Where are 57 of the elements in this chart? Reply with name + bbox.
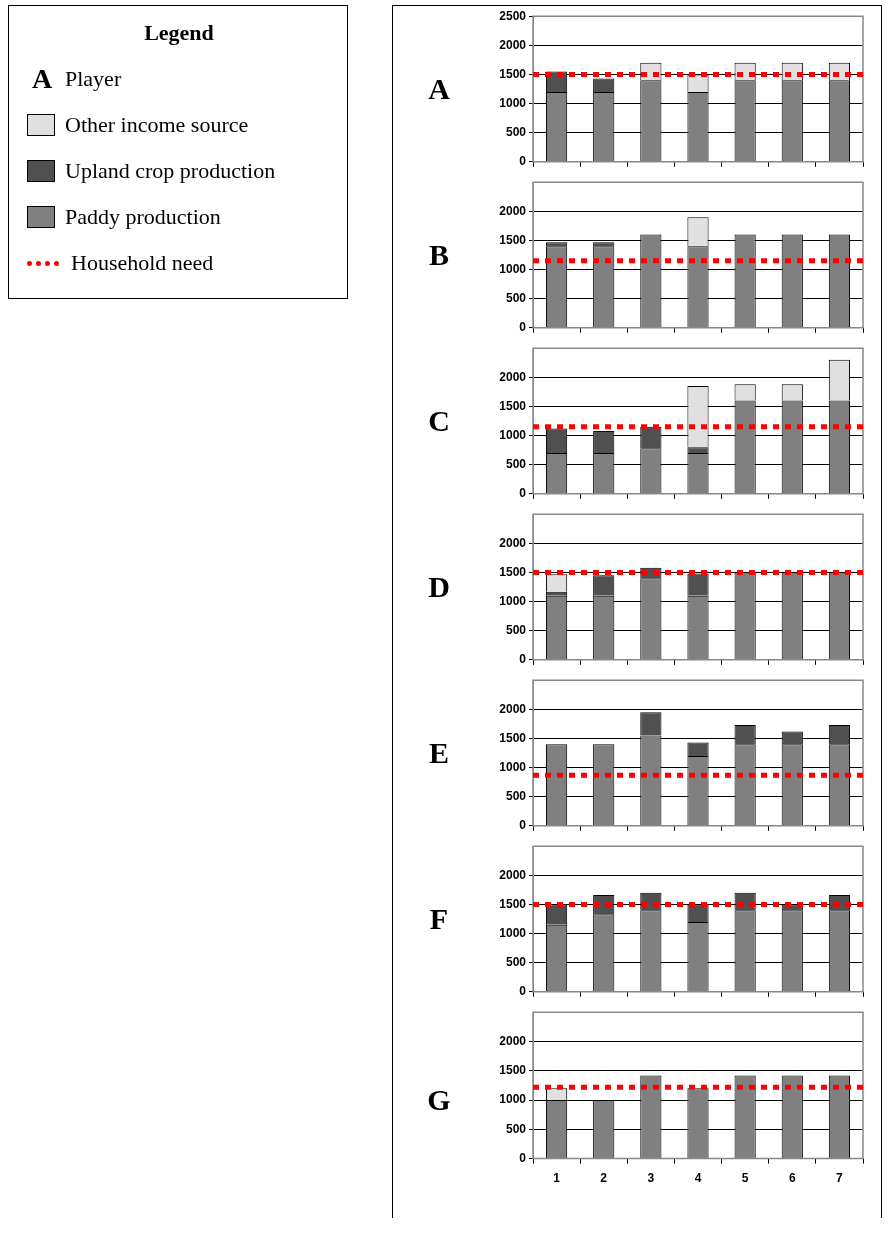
legend-label: Upland crop production [65,158,276,184]
y-tick-label: 0 [519,818,527,833]
y-tick-label: 0 [519,1150,527,1165]
text: C [427,404,451,438]
y-tick-label: 0 [519,154,527,169]
y-tick-label: 1000 [499,925,527,940]
y-tick-label: 0 [519,486,527,501]
text: E [428,736,450,770]
y-tick-label: 500 [505,622,527,637]
x-tick-label: 4 [694,1171,702,1186]
text: G [426,1083,452,1117]
y-tick-label: 2000 [499,867,527,882]
y-tick-label: 500 [505,290,527,305]
legend-label: Other income source [65,112,249,138]
y-tick-label: 500 [505,124,527,139]
y-tick-label: 1000 [499,1092,527,1107]
x-tick-label: 6 [788,1171,796,1186]
y-tick-label: 500 [505,954,527,969]
y-tick-label: 2000 [499,369,527,384]
y-tick-label: 1500 [499,564,527,579]
y-tick-label: 2000 [499,1033,527,1048]
y-tick-label: 2500 [499,8,527,23]
x-tick-label: 7 [836,1171,844,1186]
y-tick-label: 2000 [499,701,527,716]
text: B [428,238,450,272]
x-tick-label: 2 [600,1171,608,1186]
legend-title: Legend [143,20,215,46]
y-tick-label: 1000 [499,261,527,276]
y-tick-label: 1500 [499,730,527,745]
y-tick-label: 1500 [499,1063,527,1078]
chart-title: A [31,63,53,94]
x-tick-label: 1 [553,1171,561,1186]
y-tick-label: 1500 [499,398,527,413]
y-tick-label: 0 [519,652,527,667]
text: F [428,902,450,936]
y-tick-label: 2000 [499,203,527,218]
text: Player [65,66,122,92]
y-tick-label: 1000 [499,593,527,608]
text: D [427,570,451,604]
y-tick-label: 2000 [499,535,527,550]
y-tick-label: 0 [519,320,527,335]
y-tick-label: 500 [505,788,527,803]
y-tick-label: 0 [519,984,527,999]
x-tick-label: 3 [647,1171,655,1186]
y-tick-label: 1500 [499,896,527,911]
y-tick-label: 1500 [499,232,527,247]
legend-label: Paddy production [65,204,221,230]
x-tick-label: 5 [741,1171,749,1186]
y-tick-label: 500 [505,1121,527,1136]
text: A [427,72,451,106]
y-tick-label: 1500 [499,66,527,81]
legend-label: Household need [71,250,214,276]
y-tick-label: 500 [505,456,527,471]
y-tick-label: 1000 [499,427,527,442]
y-tick-label: 2000 [499,37,527,52]
y-tick-label: 1000 [499,95,527,110]
y-tick-label: 1000 [499,759,527,774]
